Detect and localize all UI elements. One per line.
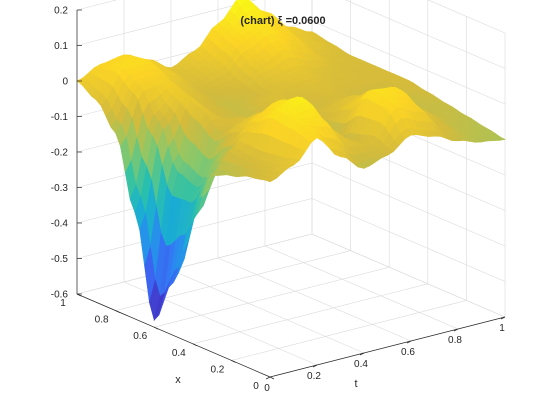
z-tick-label: 0.2 <box>54 6 68 17</box>
grid-line-floor-x <box>154 266 390 328</box>
z-tick-label: 0 <box>62 77 68 88</box>
x-tick-label: 0.6 <box>133 331 147 342</box>
z-tick-label: -0.2 <box>51 148 69 159</box>
surface-patch <box>264 176 277 183</box>
t-tick-mark <box>312 364 318 368</box>
grid-line-floor-t <box>264 245 459 330</box>
grid-line-sidewall-z <box>311 198 506 282</box>
grid-line-floor-t <box>170 269 365 354</box>
x-tick-label: 0.2 <box>210 364 224 375</box>
grid-line-backwall-z <box>76 198 313 259</box>
t-axis-line <box>269 316 506 378</box>
t-tick-mark <box>453 328 459 332</box>
grid-line-sidewall-z <box>344 0 506 69</box>
grid-line-sidewall-z <box>311 233 506 318</box>
t-tick-label: 0.6 <box>401 347 415 358</box>
box-layer <box>76 9 506 380</box>
x-tick-mark <box>231 360 236 363</box>
grid-line-sidewall-z <box>311 20 506 105</box>
grid-line-floor-t <box>217 257 412 342</box>
t-tick-label: 1 <box>499 323 505 334</box>
t-tick-label: 0.8 <box>448 335 462 346</box>
z-tick-label: -0.4 <box>51 219 69 230</box>
x-tick-label: 0.4 <box>172 348 186 359</box>
t-tick-mark <box>406 340 412 344</box>
grid-line-backwall-z <box>76 233 313 295</box>
x-axis-line <box>76 293 271 378</box>
z-tick-label: -0.1 <box>51 112 69 123</box>
surface-layer <box>76 0 506 322</box>
t-tick-mark <box>500 316 506 320</box>
z-tick-label: -0.5 <box>51 254 69 265</box>
x-tick-mark <box>269 376 275 380</box>
label-layer: 00.20.40.60.8100.20.40.60.81-0.6-0.5-0.4… <box>51 6 505 395</box>
z-tick-label: -0.6 <box>51 290 69 301</box>
grid-line-backwall-z <box>76 0 257 46</box>
x-tick-mark <box>115 310 120 313</box>
x-tick-mark <box>154 326 159 330</box>
grid-line-floor-x <box>231 300 467 361</box>
t-tick-label: 0.2 <box>307 371 321 382</box>
x-axis-label: t <box>354 378 357 390</box>
x-tick-mark <box>192 343 197 347</box>
t-tick-label: 0.4 <box>354 359 368 370</box>
grid-line-sidewall-z <box>427 0 506 34</box>
chart-title: (chart) ξ =0.0600 <box>240 15 325 27</box>
grid-line-backwall-z <box>76 0 118 11</box>
t-tick-label: 0 <box>264 383 270 394</box>
x-tick-label: 1 <box>60 298 66 309</box>
grid-line-floor-x <box>192 283 428 345</box>
y-axis-label: x <box>175 374 181 386</box>
z-tick-label: -0.3 <box>51 183 69 194</box>
t-tick-mark <box>359 352 365 356</box>
x-tick-label: 0 <box>253 381 259 392</box>
t-tick-mark <box>265 376 271 380</box>
x-tick-label: 0.8 <box>95 315 109 326</box>
z-tick-label: 0.1 <box>54 41 68 52</box>
grid-line-sidewall-z <box>311 162 506 247</box>
